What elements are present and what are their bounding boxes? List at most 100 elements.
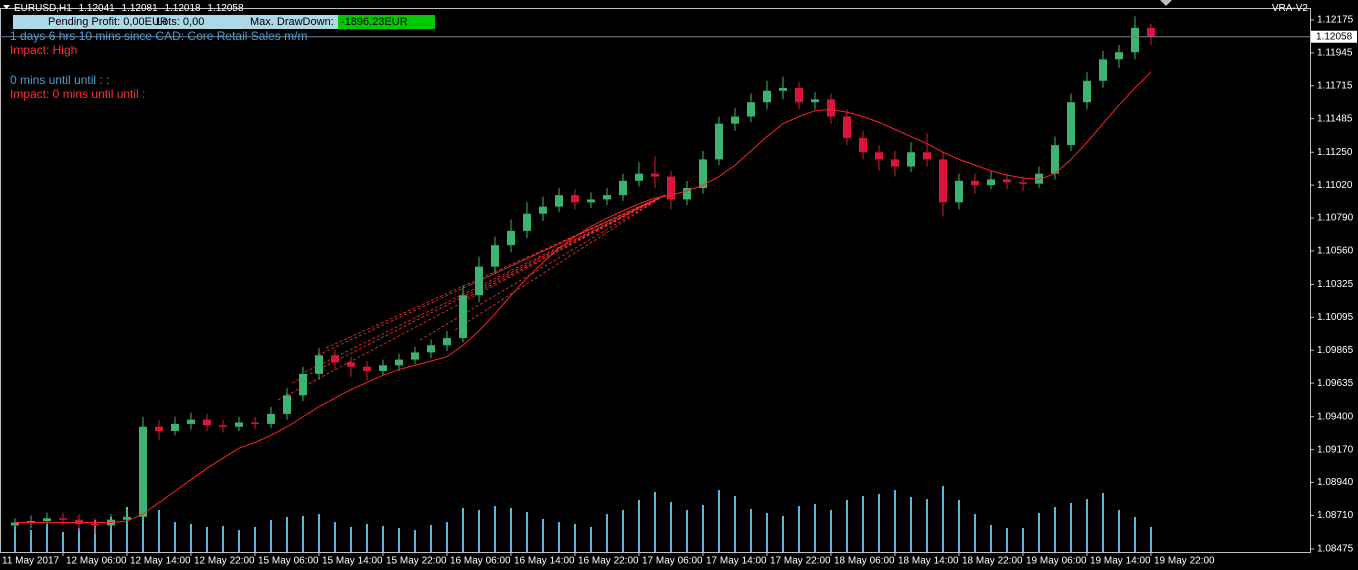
volume-bar [30,530,32,552]
y-tick-label: 1.11250 [1317,147,1353,158]
candle-body [75,519,83,524]
x-tick-label: 16 May 14:00 [514,556,575,567]
candle-body [923,152,931,160]
candle-body [411,352,419,360]
trade-line [277,194,666,401]
volume-bar [638,500,640,552]
pending-profit: Pending Profit: 0,00EUR [48,16,168,28]
volume-bar [526,512,528,552]
volume-bar [270,520,272,552]
x-tick-label: 16 May 22:00 [578,556,639,567]
volume-bar [142,494,144,552]
volume-bar [78,528,80,552]
candle-body [811,99,819,103]
candle-body [27,521,35,523]
candle-body [1083,80,1091,103]
trade-line [469,194,666,286]
scroll-marker [1160,0,1172,6]
x-tick-label: 19 May 22:00 [1154,556,1215,567]
volume-bar [126,507,128,552]
x-tick-label: 15 May 14:00 [322,556,383,567]
volume-bar [702,505,704,552]
candle-body [427,345,435,353]
volume-bar [462,508,464,552]
x-tick-label: 18 May 22:00 [962,556,1023,567]
volume-bar [1118,510,1120,552]
candle-body [363,366,371,372]
candle-body [187,419,195,424]
volume-bar [958,500,960,552]
candle-body [907,152,915,167]
candle-body [1019,182,1027,184]
volume-bar [174,522,176,552]
volume-bar [494,506,496,552]
volume-bar [798,506,800,552]
candle-body [459,295,467,339]
volume-bar [974,514,976,552]
volume-bar [654,492,656,552]
y-tick-label: 1.11715 [1317,80,1353,91]
candle-body [827,99,835,117]
y-tick-label: 1.12175 [1317,15,1354,26]
candle-body [635,173,643,181]
x-tick-label: 15 May 22:00 [386,556,447,567]
volume-bar [110,517,112,552]
y-tick-label: 1.11020 [1317,180,1353,191]
volume-bar [1038,513,1040,552]
candle-body [139,426,147,517]
drawdown-label: Max. DrawDown: [250,16,334,28]
candle-body [539,206,547,214]
volume-bar [222,526,224,552]
candle-body [475,266,483,296]
volume-bar [1054,507,1056,552]
volume-bar [334,522,336,552]
candle-body [587,199,595,203]
volume-bar [430,525,432,552]
trade-lines [277,194,666,401]
candle-body [1099,59,1107,81]
trade-line [461,194,666,301]
x-tick-label: 17 May 14:00 [706,556,767,567]
y-tick-label: 1.08940 [1317,477,1354,488]
candle-body [11,522,19,526]
volume-bar [622,510,624,552]
candle-body [1003,179,1011,183]
volume-bar [1022,528,1024,552]
volume-bar [590,527,592,552]
news-impact: Impact: 0 mins until until : [10,87,146,101]
candle-body [683,187,691,200]
bid-label-box [1311,30,1357,43]
volume-bar [1070,503,1072,552]
volume-bar [782,516,784,552]
candle-body [779,87,787,91]
candle-body [603,195,611,200]
volume-bar [670,502,672,552]
candle-body [987,179,995,186]
volume-bar [942,486,944,552]
volume-bar [318,514,320,552]
candle-body [699,159,707,188]
news-line: 1 days 6 hrs 10 mins since CAD: Core Ret… [10,29,308,43]
x-tick-label: 19 May 06:00 [1026,556,1087,567]
candle-body [875,152,883,160]
volume-bar [862,496,864,552]
candle-body [299,373,307,396]
y-tick-label: 1.10790 [1317,213,1354,224]
x-tick-label: 19 May 14:00 [1090,556,1151,567]
candle-body [1035,173,1043,184]
lots: Lots: 0,00 [156,16,205,28]
volume-bar [510,508,512,552]
x-tick-label: 12 May 14:00 [130,556,191,567]
y-tick-label: 1.09170 [1317,444,1354,455]
candle-body [491,245,499,267]
volume-bar [686,510,688,552]
volume-bar [286,517,288,552]
y-tick-label: 1.10095 [1317,312,1354,323]
y-tick-label: 1.09865 [1317,345,1354,356]
volume-bar [478,510,480,552]
header-value: 1.12041 [78,3,115,14]
volume-bar [94,520,96,552]
candle-body [43,518,51,522]
volume-bar [302,516,304,552]
